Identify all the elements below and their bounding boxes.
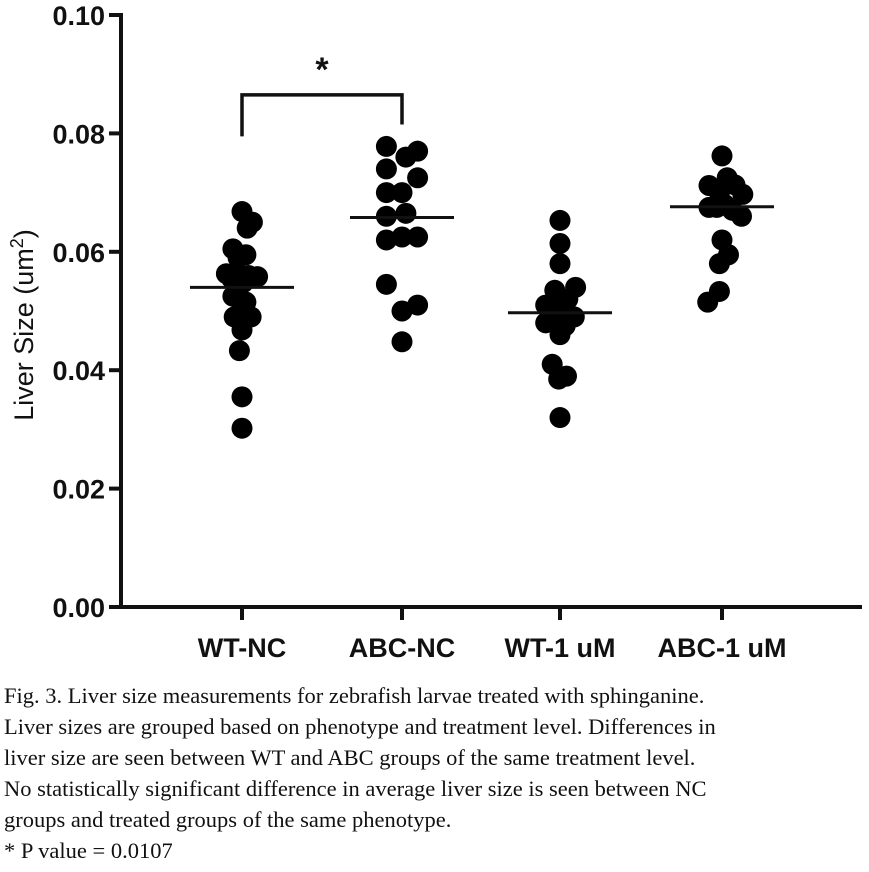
data-point: [228, 340, 250, 362]
caption-line: * P value = 0.0107: [4, 838, 173, 863]
data-point: [549, 324, 571, 346]
caption-line: No statistically significant difference …: [4, 776, 707, 801]
y-tick-label: 0.04: [52, 356, 105, 386]
data-point: [231, 319, 253, 341]
data-point: [241, 211, 263, 233]
data-point: [391, 226, 413, 248]
y-tick-label: 0.06: [52, 238, 105, 268]
median-lines: [190, 205, 774, 315]
data-point: [549, 209, 571, 231]
y-ticks: 0.00 0.02 0.04 0.06 0.08 0.10: [52, 1, 121, 623]
data-points: [215, 135, 754, 439]
data-point: [375, 135, 397, 157]
y-axis-title: Liver Size (um2): [7, 229, 39, 421]
data-point: [375, 158, 397, 180]
data-point: [549, 407, 571, 429]
y-tick-label: 0.10: [52, 1, 105, 31]
caption-line: groups and treated groups of the same ph…: [4, 807, 452, 832]
significance-bracket-line: [240, 93, 404, 137]
data-point: [697, 291, 719, 313]
data-point: [407, 167, 429, 189]
data-point: [231, 417, 253, 439]
x-categories: WT-NC ABC-NC WT-1 uM ABC-1 uM: [198, 607, 787, 663]
data-point: [407, 226, 429, 248]
y-tick-label: 0.02: [52, 475, 105, 505]
data-point: [731, 205, 752, 227]
data-point: [375, 229, 397, 251]
liver-size-chart: 0.00 0.02 0.04 0.06 0.08 0.10 WT-NC ABC-NC WT-1…: [7, 1, 862, 663]
data-point: [391, 331, 413, 353]
x-tick-label: WT-1 uM: [505, 633, 616, 663]
data-point: [391, 182, 413, 204]
figure-caption: Fig. 3. Liver size measurements for zebr…: [4, 680, 866, 866]
data-point: [395, 202, 417, 224]
data-point: [718, 244, 739, 266]
caption-line: Fig. 3. Liver size measurements for zebr…: [4, 683, 705, 708]
data-point: [235, 244, 257, 266]
data-point: [375, 182, 397, 204]
y-tick-label: 0.00: [52, 593, 105, 623]
data-point: [711, 145, 733, 167]
data-point: [549, 253, 571, 275]
data-point: [247, 266, 269, 288]
data-point: [391, 300, 413, 322]
data-point: [231, 386, 253, 408]
caption-line: liver size are seen between WT and ABC g…: [4, 745, 696, 770]
x-tick-label: WT-NC: [198, 633, 286, 663]
data-point: [556, 365, 577, 387]
data-point: [549, 233, 571, 255]
data-point: [407, 140, 429, 162]
significance-label: *: [315, 51, 329, 89]
data-point: [375, 273, 397, 295]
x-tick-label: ABC-NC: [349, 633, 455, 663]
x-tick-label: ABC-1 uM: [658, 633, 787, 663]
data-point: [732, 183, 754, 205]
caption-line: Liver sizes are grouped based on phenoty…: [4, 714, 716, 739]
significance-bracket: *: [240, 51, 404, 137]
y-tick-label: 0.08: [52, 119, 105, 149]
